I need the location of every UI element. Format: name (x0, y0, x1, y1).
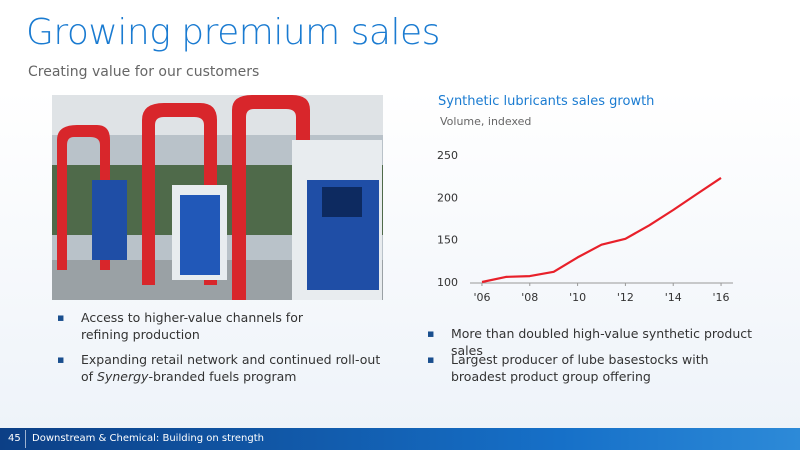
page-number: 45 (8, 433, 21, 444)
slide-title: Growing premium sales (26, 12, 440, 53)
chart: Synthetic lubricants sales growth Volume… (437, 94, 733, 304)
photo (52, 95, 383, 300)
x-tick-label: '08 (521, 291, 538, 304)
bullet: Access to higher-value channels for refi… (55, 309, 321, 343)
bullet-text: -branded fuels program (148, 369, 297, 384)
y-tick-label: 200 (437, 191, 458, 204)
separator (25, 430, 26, 448)
bullet-brand: Synergy (97, 369, 149, 384)
footer: 45 Downstream & Chemical: Building on st… (0, 428, 800, 450)
x-tick-label: '06 (473, 291, 490, 304)
y-tick-label: 250 (437, 149, 458, 162)
data-line (481, 176, 722, 284)
x-tick-label: '12 (617, 291, 634, 304)
y-tick-label: 100 (437, 276, 458, 289)
x-tick-label: '16 (713, 291, 730, 304)
bullet: Largest producer of lube basestocks with… (425, 351, 751, 385)
x-tick-label: '10 (569, 291, 586, 304)
x-tick-label: '14 (665, 291, 682, 304)
footer-text: Downstream & Chemical: Building on stren… (32, 433, 264, 444)
slide-subtitle: Creating value for our customers (28, 64, 260, 80)
bullet-text: Expanding retail network and continued r… (81, 352, 381, 384)
bullet: Expanding retail network and continued r… (55, 351, 391, 385)
chart-title: Synthetic lubricants sales growth (438, 94, 654, 109)
chart-subtitle: Volume, indexed (440, 115, 531, 128)
y-tick-label: 150 (437, 234, 458, 247)
